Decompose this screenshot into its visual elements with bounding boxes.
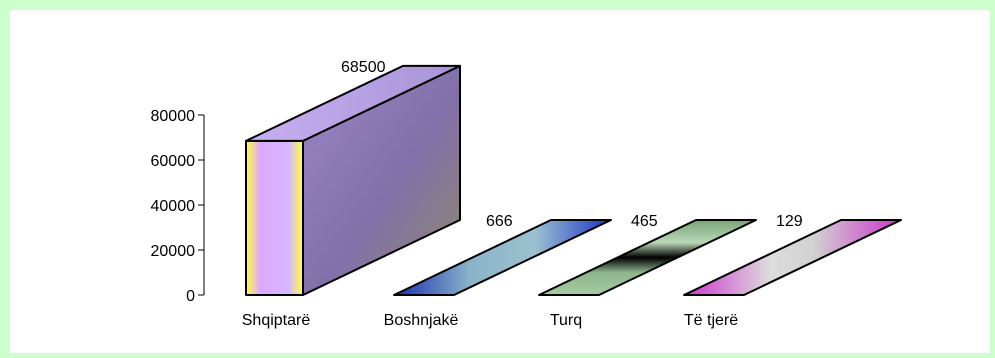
bar-value-label: 129 [776, 213, 803, 230]
bar-top-face [683, 219, 902, 296]
y-axis: 0 20000 40000 60000 80000 [151, 108, 205, 305]
plot-area: 0 20000 40000 60000 80000 68500 Shqiptarë 666 B… [10, 10, 990, 353]
y-tick-label: 60000 [151, 153, 196, 170]
bar-3 [538, 219, 757, 296]
y-tick-label: 40000 [151, 198, 196, 215]
bar-value-label: 666 [486, 213, 513, 230]
bar-2 [393, 219, 612, 296]
bars [245, 64, 902, 296]
bar-top-face [538, 219, 757, 296]
bar-1 [245, 64, 461, 296]
bar-value-label: 68500 [341, 59, 386, 76]
labels: 68500 Shqiptarë 666 Boshnjakë 465 Turq 129 Të t… [242, 59, 803, 329]
bar-value-label: 465 [631, 213, 658, 230]
bar-4 [683, 219, 902, 296]
chart-svg: 0 20000 40000 60000 80000 68500 Shqiptarë 666 B… [151, 59, 902, 329]
y-tick-label: 0 [186, 288, 195, 305]
category-label: Boshnjakë [384, 312, 459, 329]
bar-top-face [393, 219, 612, 296]
bar-top-face [245, 64, 461, 142]
y-tick-label: 20000 [151, 243, 196, 260]
y-tick-label: 80000 [151, 108, 196, 125]
category-label: Të tjerë [684, 312, 738, 329]
bar-front-face [245, 139, 304, 296]
category-label: Shqiptarë [242, 312, 311, 329]
category-label: Turq [550, 312, 582, 329]
